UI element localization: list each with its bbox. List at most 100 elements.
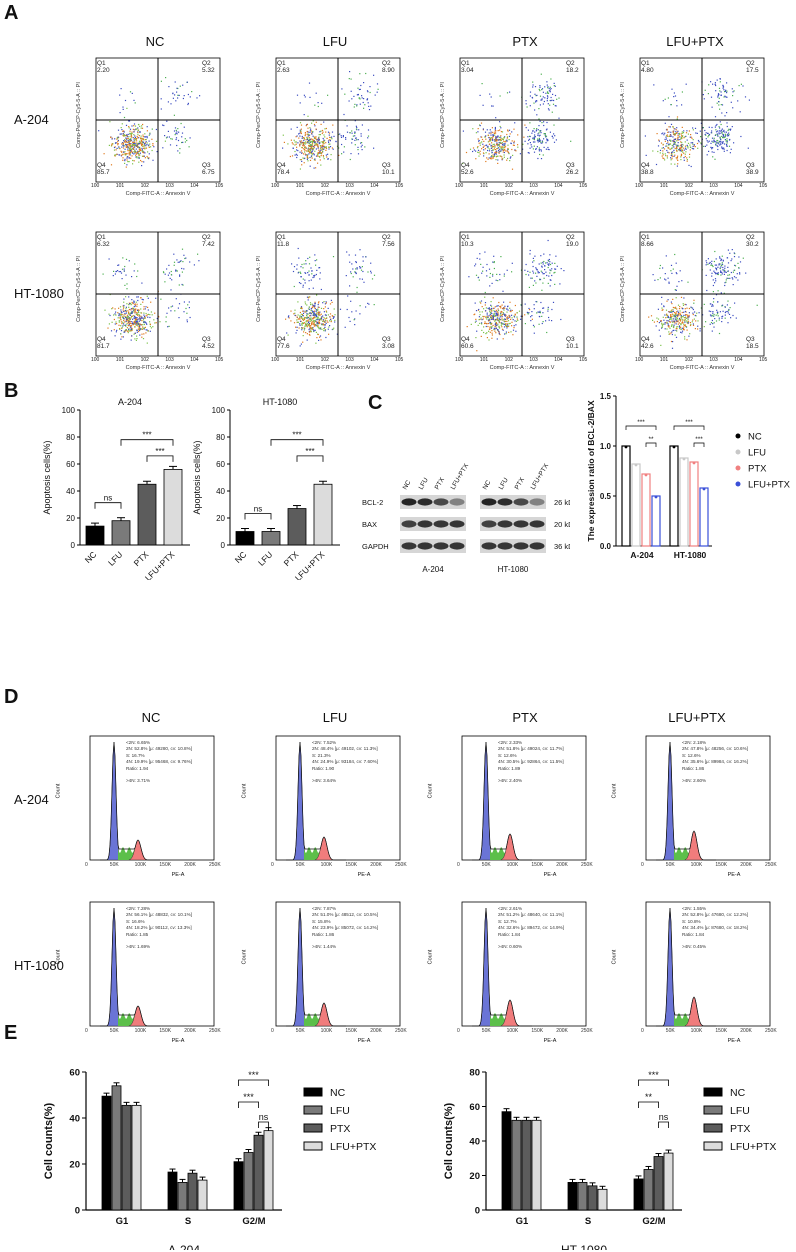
event-dot [718,141,720,143]
event-dot [132,311,134,313]
event-dot [677,310,679,312]
event-dot [735,317,737,319]
event-dot [122,305,124,307]
event-dot [137,323,139,325]
event-dot [320,130,322,132]
event-dot [538,108,540,110]
event-dot [311,143,314,145]
event-dot [197,253,199,255]
event-dot [123,116,126,119]
event-dot [307,150,309,152]
event-dot [316,309,318,312]
event-dot [319,314,321,316]
event-dot [485,310,487,312]
event-dot [509,315,511,317]
event-dot [291,263,293,265]
event-dot [136,320,138,322]
event-dot [124,265,126,268]
quadrant-value: 38.8 [641,169,654,176]
event-dot [125,329,127,331]
event-dot [673,329,675,331]
event-dot [144,317,146,319]
event-dot [535,148,537,150]
event-dot [317,138,319,140]
event-dot [147,309,149,311]
event-dot [476,147,479,149]
event-dot [503,323,505,325]
event-dot [728,132,730,134]
event-dot [306,133,308,135]
event-dot [715,124,717,127]
event-dot [328,148,330,150]
event-dot [677,321,679,323]
event-dot [361,95,363,97]
event-dot [140,308,142,310]
event-dot [341,88,343,90]
event-dot [728,139,731,141]
event-dot [676,105,678,107]
event-dot [308,325,310,327]
event-dot [132,322,134,324]
event-dot [149,143,151,145]
event-dot [353,95,355,97]
event-dot [351,142,353,144]
event-dot [315,324,317,326]
event-dot [308,333,310,336]
event-dot [142,151,144,153]
event-dot [128,260,130,262]
event-dot [724,271,726,273]
event-dot [734,302,736,304]
event-dot [473,149,475,151]
event-dot [149,323,151,325]
event-dot [730,148,732,150]
event-dot [499,141,501,143]
event-dot [482,104,484,106]
event-dot [522,143,524,145]
event-dot [536,312,538,314]
event-dot [145,329,147,331]
event-dot [143,314,145,316]
quadrant-q1-label: Q1 10.3 [461,234,474,248]
event-dot [500,324,502,326]
event-dot [502,148,504,150]
event-dot [117,312,119,314]
event-dot [369,86,371,88]
event-dot [349,261,351,263]
event-dot [287,143,289,145]
event-dot [143,323,145,326]
event-dot [188,301,190,303]
event-dot [117,264,119,266]
event-dot [137,133,139,135]
cell-cycle-histogram-ht1080-1: Count PE-A 0 50K 100K 150K 200K 250K <2N: 7.87% 2… [241,898,412,1048]
quadrant-name: Q4 [641,162,650,169]
event-dot [313,313,315,315]
stat-line: Ratio: 1.94 [126,765,149,771]
event-dot [541,322,543,325]
event-dot [515,150,517,152]
event-dot [143,333,145,335]
event-dot [695,320,697,322]
event-dot [126,317,128,319]
event-dot [683,317,685,319]
event-dot [494,152,496,154]
event-dot [714,158,716,160]
flow-scatter [95,231,221,357]
event-dot [668,126,670,128]
event-dot [126,283,128,285]
event-dot [543,138,545,140]
protein-band [529,520,545,528]
event-dot [712,311,714,313]
event-dot [728,274,731,276]
event-dot [305,332,307,334]
event-dot [307,140,310,142]
event-dot [307,140,309,143]
event-dot [682,135,684,137]
event-dot [176,87,178,89]
event-dot [127,316,129,318]
event-dot [543,121,545,123]
event-dot [123,310,125,313]
event-dot [501,159,503,161]
event-dot [141,155,144,157]
event-dot [301,324,303,326]
event-dot [314,141,316,144]
